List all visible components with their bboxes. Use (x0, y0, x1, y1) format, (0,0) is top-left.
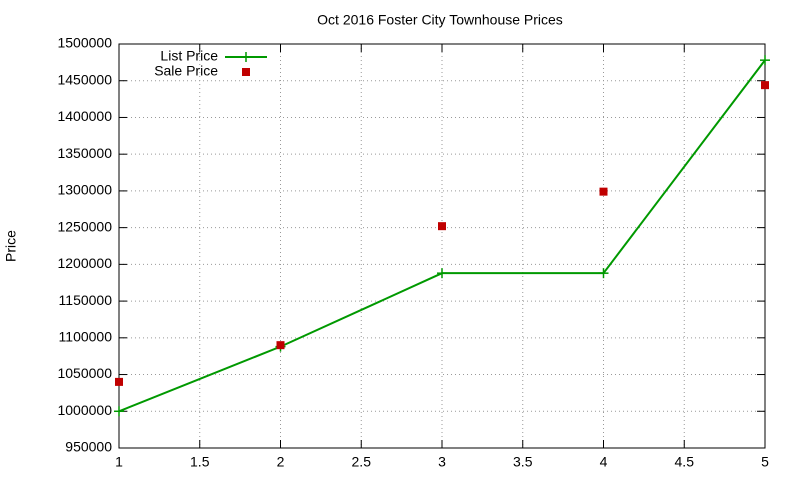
y-tick-label: 1100000 (59, 329, 113, 345)
point-marker (761, 81, 769, 90)
point-marker (437, 268, 447, 279)
point-marker (115, 377, 123, 386)
legend-marker (242, 68, 250, 76)
x-tick-label: 5 (761, 454, 769, 470)
point-marker (438, 222, 446, 231)
point-marker (760, 55, 770, 66)
y-tick-label: 1050000 (57, 365, 112, 381)
legend-label: Sale Price (154, 63, 218, 79)
y-tick-label: 1450000 (57, 71, 112, 87)
x-tick-label: 4 (600, 454, 608, 470)
y-axis-label: Price (3, 230, 19, 262)
y-tick-label: 1150000 (59, 292, 113, 308)
point-marker (276, 341, 285, 350)
x-tick-label: 1.5 (190, 454, 210, 470)
y-tick-label: 1200000 (57, 255, 112, 271)
x-tick-label: 4.5 (675, 454, 695, 470)
x-tick-label: 1 (115, 454, 123, 470)
y-tick-label: 1300000 (57, 182, 112, 198)
y-tick-label: 1250000 (57, 218, 112, 234)
plot-frame (118, 43, 766, 449)
x-tick-label: 3.5 (513, 454, 533, 470)
x-tick-label: 2.5 (352, 454, 372, 470)
y-tick-label: 1350000 (57, 145, 112, 161)
x-tick-label: 3 (438, 454, 446, 470)
y-tick-label: 950000 (65, 439, 112, 455)
legend-label: List Price (160, 48, 218, 64)
point-marker (114, 406, 124, 417)
legend-marker (241, 52, 251, 62)
chart-title: Oct 2016 Foster City Townhouse Prices (317, 12, 563, 28)
y-tick-label: 1000000 (57, 402, 112, 418)
x-tick-label: 2 (277, 454, 285, 470)
point-marker (598, 268, 609, 279)
point-marker (599, 187, 608, 196)
y-tick-label: 1400000 (57, 108, 112, 124)
y-tick-label: 1500000 (57, 35, 112, 51)
